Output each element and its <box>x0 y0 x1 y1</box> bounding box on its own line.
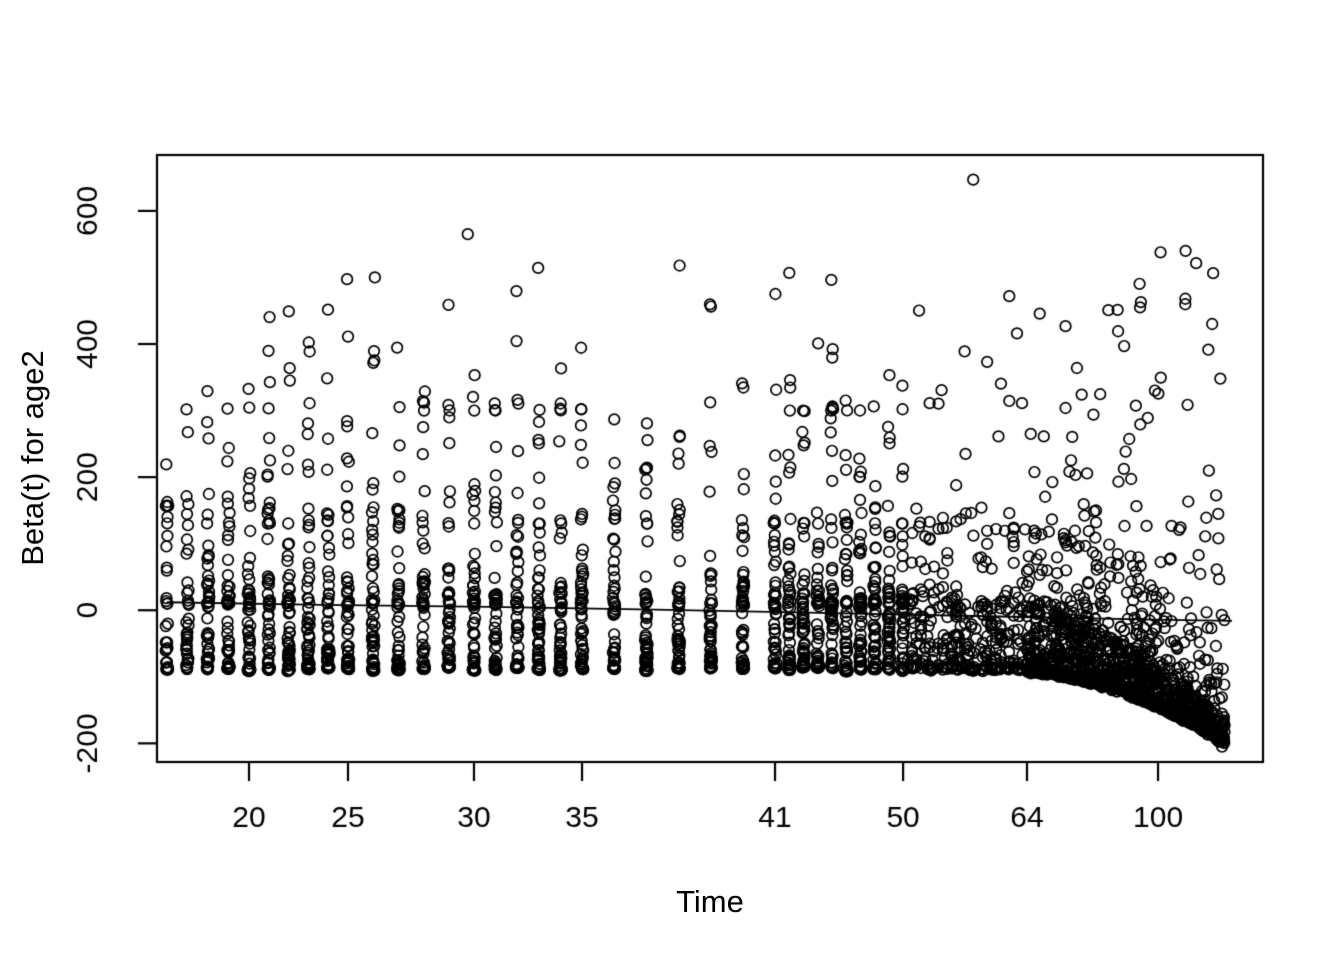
x-axis-title: Time <box>676 884 744 919</box>
y-axis-title: Beta(t) for age2 <box>15 350 50 566</box>
